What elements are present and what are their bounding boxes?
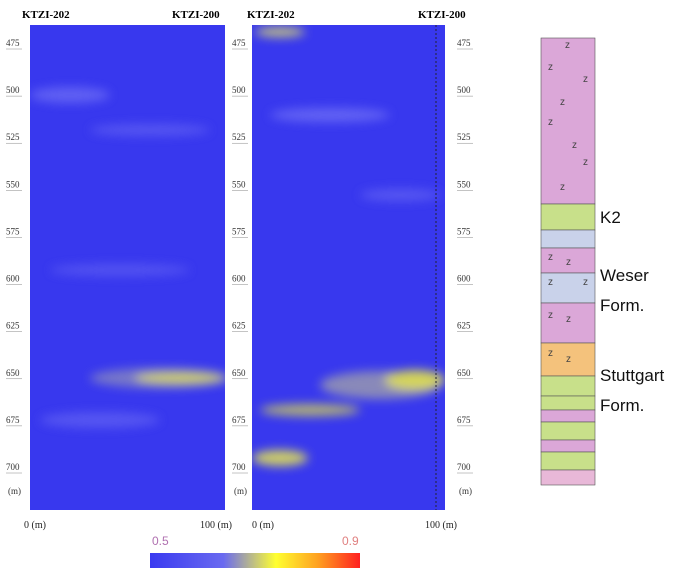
x-label: 100 (m) xyxy=(425,520,457,531)
svg-text:z: z xyxy=(548,62,553,73)
depth-tick-label: 650 xyxy=(232,368,246,378)
svg-text:z: z xyxy=(583,74,588,85)
formation-label: Form. xyxy=(600,296,644,315)
well-label: KTZI-200 xyxy=(172,9,220,21)
depth-tick-label: 600 xyxy=(457,274,471,284)
x-label: 100 (m) xyxy=(200,520,232,531)
panel-1 xyxy=(30,25,225,510)
depth-tick-label: 475 xyxy=(457,38,471,48)
svg-text:z: z xyxy=(548,348,553,359)
depth-tick-label: 675 xyxy=(232,415,246,425)
depth-tick-label: 675 xyxy=(6,415,20,425)
well-label: KTZI-200 xyxy=(418,9,466,21)
depth-unit: (m) xyxy=(8,486,21,496)
svg-text:z: z xyxy=(548,310,553,321)
formation-label: K2 xyxy=(600,208,621,227)
depth-tick-label: 600 xyxy=(232,274,246,284)
depth-tick-label: 625 xyxy=(6,321,20,331)
svg-text:z: z xyxy=(565,40,570,51)
x-label: 0 (m) xyxy=(252,520,274,531)
depth-unit: (m) xyxy=(459,486,472,496)
formation-label: Form. xyxy=(600,396,644,415)
depth-tick-label: 500 xyxy=(457,85,471,95)
depth-tick-label: 525 xyxy=(457,132,471,142)
depth-tick-label: 525 xyxy=(232,132,246,142)
svg-text:z: z xyxy=(566,257,571,268)
depth-tick-label: 575 xyxy=(457,226,471,236)
depth-tick-label: 600 xyxy=(6,274,20,284)
svg-text:z: z xyxy=(548,277,553,288)
svg-text:z: z xyxy=(566,354,571,365)
depth-unit: (m) xyxy=(234,486,247,496)
depth-tick-label: 700 xyxy=(6,462,20,472)
svg-text:z: z xyxy=(560,182,565,193)
depth-tick-label: 475 xyxy=(6,38,20,48)
depth-tick-label: 550 xyxy=(6,179,20,189)
colorbar-max: 0.9 xyxy=(342,534,359,548)
depth-tick-label: 475 xyxy=(232,38,246,48)
depth-tick-label: 700 xyxy=(457,462,471,472)
panel-2 xyxy=(252,25,445,510)
svg-text:z: z xyxy=(560,97,565,108)
svg-text:z: z xyxy=(583,277,588,288)
depth-tick-label: 500 xyxy=(6,85,20,95)
formation-label: Stuttgart xyxy=(600,366,665,385)
well-label: KTZI-202 xyxy=(22,9,70,21)
depth-tick-label: 675 xyxy=(457,415,471,425)
depth-tick-label: 575 xyxy=(6,226,20,236)
depth-tick-label: 575 xyxy=(232,226,246,236)
depth-tick-label: 500 xyxy=(232,85,246,95)
depth-tick-label: 525 xyxy=(6,132,20,142)
svg-text:z: z xyxy=(548,117,553,128)
well-label: KTZI-202 xyxy=(247,9,295,21)
colorbar-min: 0.5 xyxy=(152,534,169,548)
depth-tick-label: 650 xyxy=(6,368,20,378)
depth-tick-label: 625 xyxy=(457,321,471,331)
colorbar: 0.5 0.9 xyxy=(150,534,360,568)
svg-text:z: z xyxy=(572,140,577,151)
x-label: 0 (m) xyxy=(24,520,46,531)
depth-tick-label: 625 xyxy=(232,321,246,331)
depth-tick-label: 650 xyxy=(457,368,471,378)
depth-tick-label: 550 xyxy=(457,179,471,189)
svg-text:z: z xyxy=(566,314,571,325)
depth-tick-label: 550 xyxy=(232,179,246,189)
svg-text:z: z xyxy=(583,157,588,168)
formation-label: Weser xyxy=(600,266,649,285)
svg-text:z: z xyxy=(548,252,553,263)
depth-tick-label: 700 xyxy=(232,462,246,472)
